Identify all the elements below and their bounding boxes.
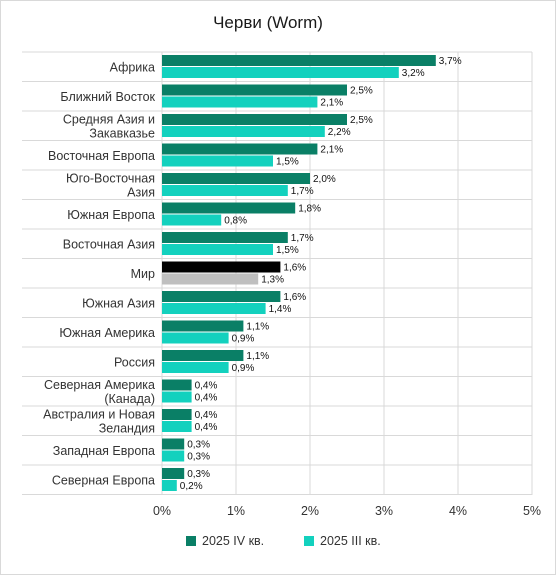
data-label: 2,1% <box>320 98 343 109</box>
data-label: 1,7% <box>291 186 314 197</box>
x-tick-label: 1% <box>227 504 245 518</box>
data-label: 2,5% <box>350 86 373 97</box>
category-label: Южная Европа <box>67 208 155 222</box>
bar <box>162 67 399 78</box>
data-label: 1,6% <box>283 292 306 303</box>
data-label: 1,1% <box>246 351 269 362</box>
data-label: 2,5% <box>350 115 373 126</box>
data-label: 0,3% <box>187 440 210 451</box>
category-label: Северная Америка <box>44 378 155 392</box>
category-label: Азия <box>127 185 155 199</box>
data-label: 0,9% <box>232 363 255 374</box>
category-label: Восточная Европа <box>48 149 155 163</box>
x-tick-label: 3% <box>375 504 393 518</box>
data-label: 0,4% <box>195 422 218 433</box>
data-label: 3,7% <box>439 56 462 67</box>
x-tick-label: 2% <box>301 504 319 518</box>
legend: 2025 IV кв. 2025 III кв. <box>186 534 381 548</box>
bar <box>162 143 318 155</box>
bar <box>162 126 325 137</box>
bar <box>162 114 347 125</box>
bar <box>162 273 259 285</box>
data-label: 1,5% <box>276 245 299 256</box>
bar <box>162 173 310 184</box>
category-label: Австралия и Новая <box>43 407 155 421</box>
bar <box>162 409 192 420</box>
data-label: 3,2% <box>402 68 425 79</box>
category-label: Западная Европа <box>53 444 155 458</box>
bar <box>162 84 347 96</box>
bar <box>162 421 192 432</box>
bar <box>162 379 192 391</box>
data-label: 2,1% <box>320 145 343 156</box>
data-label: 0,8% <box>224 216 247 227</box>
data-label: 1,4% <box>269 304 292 315</box>
category-label: Закавказье <box>89 126 155 140</box>
bar <box>162 244 273 255</box>
data-label: 1,1% <box>246 322 269 333</box>
bar <box>162 202 296 214</box>
chart-title: Черви (Worm) <box>213 13 323 32</box>
legend-swatch <box>186 536 196 546</box>
bar <box>162 55 436 66</box>
category-label: Восточная Азия <box>63 237 155 251</box>
bar <box>162 303 266 314</box>
bar <box>162 96 318 108</box>
category-label: Мир <box>131 267 155 281</box>
bars: 3,7%3,2%2,5%2,1%2,5%2,2%2,1%1,5%2,0%1,7%… <box>162 55 462 492</box>
x-tick-label: 5% <box>523 504 541 518</box>
data-label: 0,4% <box>195 410 218 421</box>
data-label: 0,4% <box>195 381 218 392</box>
category-label: Северная Европа <box>52 473 155 487</box>
bar <box>162 450 185 462</box>
bar <box>162 362 229 373</box>
bar <box>162 350 244 361</box>
category-label: Ближний Восток <box>60 90 155 104</box>
bar <box>162 232 288 243</box>
category-label: Россия <box>114 355 155 369</box>
x-tick-labels: 0% 1% 2% 3% 4% 5% <box>153 504 541 518</box>
legend-label: 2025 III кв. <box>320 534 381 548</box>
bar <box>162 155 273 167</box>
category-label: Африка <box>110 60 155 74</box>
data-label: 2,0% <box>313 174 336 185</box>
bar <box>162 438 185 450</box>
bar <box>162 261 281 273</box>
category-label: (Канада) <box>104 392 155 406</box>
bar <box>162 185 288 196</box>
data-label: 0,4% <box>195 393 218 404</box>
category-labels: Африка Ближний Восток Средняя Азия иЗакавк… <box>43 60 155 487</box>
x-tick-label: 0% <box>153 504 171 518</box>
bar <box>162 214 222 226</box>
bar <box>162 320 244 332</box>
legend-swatch <box>304 536 314 546</box>
bar <box>162 480 177 491</box>
x-tick-label: 4% <box>449 504 467 518</box>
category-label: Юго-Восточная <box>66 171 155 185</box>
category-label: Южная Азия <box>82 296 155 310</box>
data-label: 1,7% <box>291 233 314 244</box>
data-label: 0,2% <box>180 481 203 492</box>
category-label: Зеландия <box>99 421 155 435</box>
category-label: Средняя Азия и <box>63 112 155 126</box>
bar <box>162 468 185 479</box>
data-label: 1,3% <box>261 275 284 286</box>
data-label: 0,3% <box>187 469 210 480</box>
data-label: 2,2% <box>328 127 351 138</box>
bar <box>162 291 281 302</box>
data-label: 0,9% <box>232 334 255 345</box>
data-label: 1,8% <box>298 204 321 215</box>
data-label: 0,3% <box>187 452 210 463</box>
data-label: 1,5% <box>276 157 299 168</box>
bar <box>162 332 229 344</box>
legend-label: 2025 IV кв. <box>202 534 264 548</box>
category-label: Южная Америка <box>59 326 155 340</box>
bar <box>162 391 192 403</box>
data-label: 1,6% <box>283 263 306 274</box>
